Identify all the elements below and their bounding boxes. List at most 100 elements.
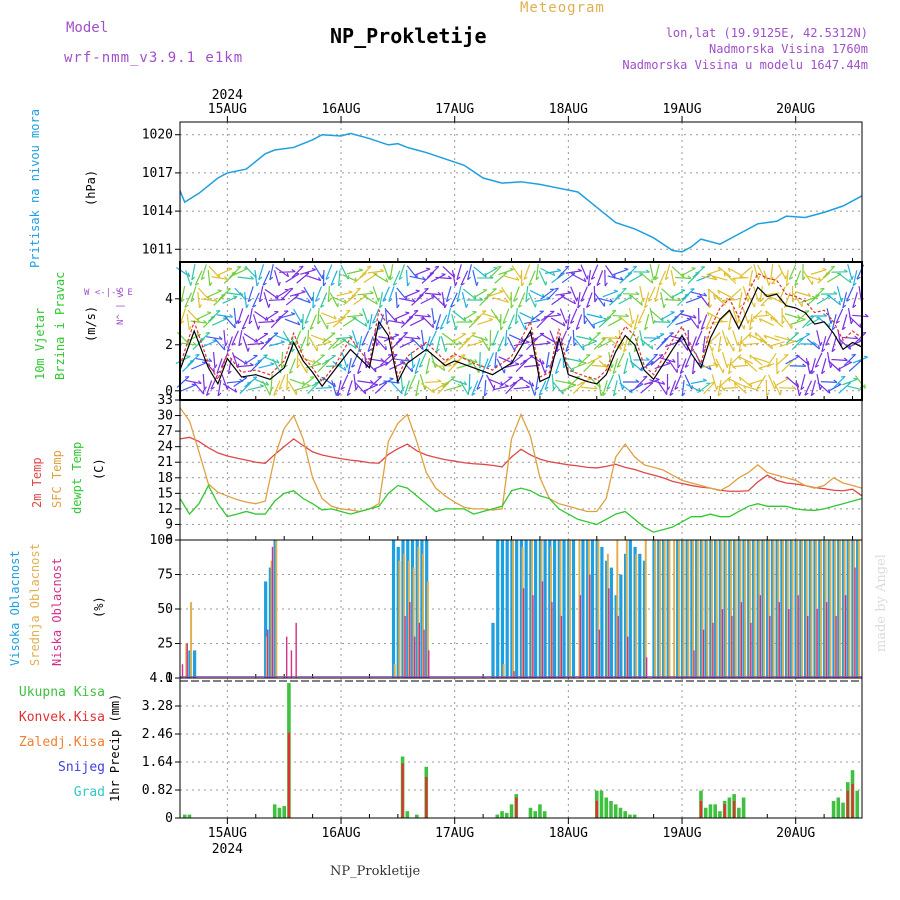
wind-arrow bbox=[805, 358, 811, 374]
precip-conv-bar bbox=[515, 797, 518, 818]
cloud-high-bar bbox=[818, 540, 822, 678]
wind-arrow bbox=[414, 358, 421, 374]
wind-arrow bbox=[369, 376, 382, 388]
wind-arrowhead bbox=[621, 341, 625, 347]
cloud-low-bar bbox=[626, 636, 629, 678]
wind-arrow bbox=[742, 286, 749, 302]
wind-arrowhead bbox=[269, 276, 274, 281]
wind-arrow bbox=[678, 337, 689, 351]
wind-arrow bbox=[389, 362, 405, 370]
cloud-high-bar bbox=[410, 540, 415, 678]
wind-arrow bbox=[415, 380, 420, 396]
wind-arrow bbox=[299, 336, 307, 352]
wind-arrow bbox=[753, 357, 770, 363]
coords-label: lon,lat (19.9125E, 42.5312N) bbox=[665, 26, 868, 40]
wind-arrowhead bbox=[523, 276, 528, 280]
wind-arrow bbox=[586, 313, 603, 319]
cloud-high-bar bbox=[780, 540, 784, 678]
day-label-top: 18AUG bbox=[549, 102, 588, 117]
wind-arrow bbox=[462, 311, 477, 321]
wind-arrowhead bbox=[476, 386, 481, 390]
wind-arrowhead bbox=[658, 282, 663, 286]
cloud-mid-bar bbox=[270, 560, 273, 678]
wind-arrow bbox=[231, 330, 239, 346]
wind-arrowhead bbox=[732, 277, 737, 281]
cloud-high-bar bbox=[586, 540, 590, 678]
cloud-high-bar bbox=[529, 540, 533, 678]
wind-arrow bbox=[419, 374, 426, 390]
wind-arrow bbox=[816, 374, 821, 390]
wind-arrowhead bbox=[450, 304, 455, 308]
wind-arrow bbox=[789, 318, 806, 326]
wind-arrowhead bbox=[716, 363, 719, 368]
wind-arrow bbox=[614, 287, 627, 301]
wind-arrow bbox=[319, 314, 329, 330]
wind-arrow bbox=[342, 274, 358, 282]
wind-arrow bbox=[415, 268, 431, 276]
cloud-mid-bar bbox=[815, 540, 818, 678]
cloud-low-bar bbox=[788, 609, 790, 678]
wind-arrowhead bbox=[708, 304, 713, 309]
wind-arrow bbox=[661, 332, 674, 344]
wind-arrow bbox=[378, 336, 395, 340]
wind-arrow bbox=[605, 265, 616, 279]
precip-conv-bar bbox=[723, 804, 726, 818]
wind-arrow bbox=[486, 352, 495, 368]
wind-arrow bbox=[660, 311, 675, 321]
wind-arrow bbox=[248, 385, 264, 391]
precip-total-bar bbox=[500, 811, 504, 818]
cloud-low-bar bbox=[759, 595, 762, 678]
wind-arrowhead bbox=[195, 282, 200, 286]
wind-arrowhead bbox=[600, 392, 604, 397]
wind-arrow bbox=[514, 307, 518, 325]
wind-arrowhead bbox=[241, 326, 246, 330]
wind-arrow bbox=[254, 333, 269, 343]
wind-arrow bbox=[618, 295, 634, 305]
wind-arrow bbox=[513, 286, 520, 302]
wind-arrowhead bbox=[825, 342, 830, 346]
wind-arrowhead bbox=[245, 304, 249, 309]
cloud-mid-bar bbox=[782, 540, 785, 678]
wind-arrow bbox=[180, 384, 196, 392]
precip-legend-graupel: Grad bbox=[73, 785, 105, 800]
cloud-low-bar bbox=[413, 636, 416, 678]
wind-arrow bbox=[538, 380, 547, 396]
cloud-high-bar bbox=[534, 540, 538, 678]
wind-arrow bbox=[721, 330, 728, 346]
wind-arrow bbox=[590, 264, 599, 280]
wind-arrowhead bbox=[586, 354, 591, 356]
wind-arrow bbox=[517, 292, 526, 308]
wind-arrowhead bbox=[290, 312, 296, 315]
wind-arrowhead bbox=[476, 281, 479, 286]
wind-arrowhead bbox=[184, 375, 189, 378]
wind-arrow bbox=[237, 364, 254, 368]
cloud-mid-bar bbox=[706, 540, 709, 678]
wind-arrowhead bbox=[852, 304, 857, 309]
wind-arrow bbox=[577, 291, 581, 309]
wind-arrow bbox=[555, 379, 572, 385]
wind-arrowhead bbox=[432, 323, 435, 328]
cloud-high-bar bbox=[552, 540, 557, 678]
cloud-mid-bar bbox=[677, 540, 680, 678]
wind-arrow bbox=[247, 342, 264, 346]
wind-arrowhead bbox=[389, 377, 394, 380]
wind-arrowhead bbox=[623, 370, 628, 375]
ytick-label: 1.64 bbox=[142, 755, 173, 770]
day-label-top: 17AUG bbox=[435, 102, 474, 117]
wind-arrow bbox=[421, 272, 435, 284]
cloud-high-bar bbox=[737, 540, 741, 678]
cloud-high-bar bbox=[718, 540, 722, 678]
wind-arrowhead bbox=[545, 364, 550, 369]
cloud-low-bar bbox=[645, 657, 648, 678]
precip-conv-bar bbox=[425, 777, 428, 818]
wind-arrow bbox=[744, 360, 758, 372]
wind-arrowhead bbox=[854, 335, 859, 340]
wind-arrowhead bbox=[708, 365, 712, 370]
wind-arrowhead bbox=[672, 358, 676, 363]
wind-arrow bbox=[602, 290, 618, 298]
wind-arrow bbox=[288, 358, 296, 374]
wind-arrowhead bbox=[534, 391, 537, 396]
wind-arrow bbox=[696, 361, 712, 371]
wind-arrowhead bbox=[544, 386, 549, 391]
wind-arrow bbox=[711, 275, 728, 281]
